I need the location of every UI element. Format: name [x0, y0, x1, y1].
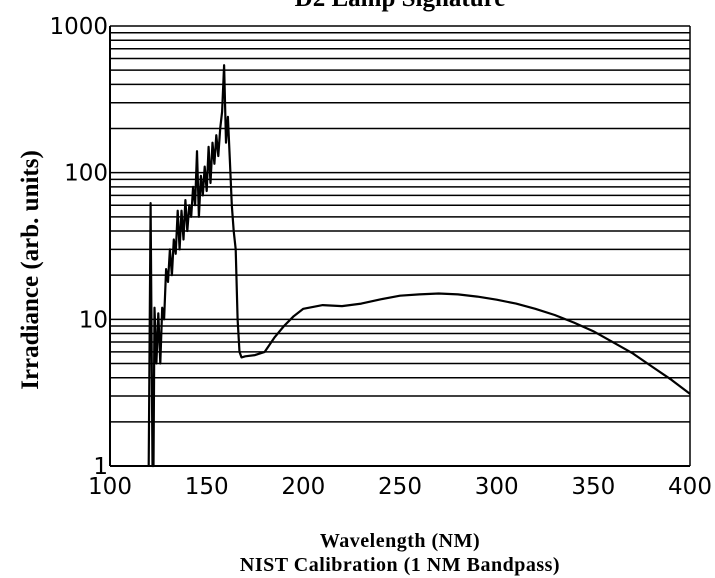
- y-tick-label-100: 100: [64, 161, 108, 187]
- tick-labels: 100 150 200 250 300 350 400 1 10 100 1000: [49, 14, 712, 500]
- data-series: [147, 64, 691, 468]
- x-axis-sublabel: NIST Calibration (1 NM Bandpass): [240, 554, 560, 576]
- y-axis-label: Irradiance (arb. units): [17, 150, 44, 390]
- y-tick-label-10: 10: [79, 307, 108, 333]
- x-tick-label-350: 350: [571, 474, 615, 500]
- series-line: [147, 64, 691, 468]
- y-tick-label-1000: 1000: [49, 14, 108, 40]
- x-axis-label: Wavelength (NM): [320, 530, 480, 552]
- x-tick-label-150: 150: [185, 474, 229, 500]
- grid-lines: [110, 25, 690, 467]
- plot-frame: [109, 26, 691, 467]
- x-tick-label-100: 100: [88, 474, 132, 500]
- chart-title: D2 Lamp Signature: [295, 0, 506, 12]
- x-tick-label-400: 400: [668, 474, 712, 500]
- y-tick-label-1: 1: [93, 454, 108, 480]
- x-tick-label-200: 200: [281, 474, 325, 500]
- x-tick-label-250: 250: [378, 474, 422, 500]
- x-tick-label-300: 300: [475, 474, 519, 500]
